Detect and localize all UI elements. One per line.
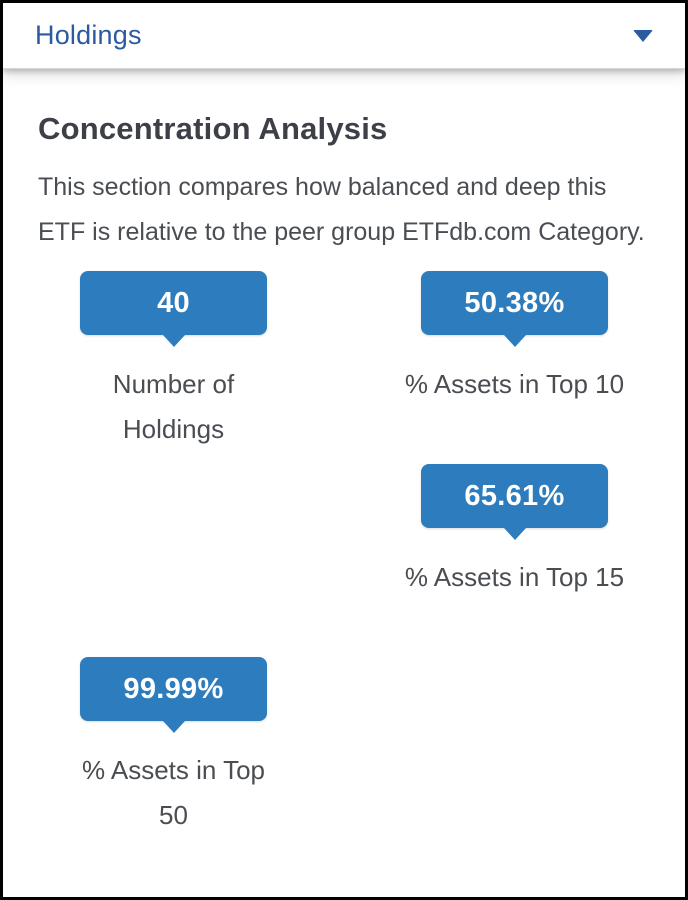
- concentration-analysis-section: Concentration Analysis This section comp…: [3, 111, 685, 850]
- stat-label: % Assets in Top 50: [81, 755, 266, 830]
- chevron-down-icon[interactable]: [633, 29, 653, 42]
- stat-value-badge: 65.61%: [421, 464, 608, 528]
- stat-label: Number of Holdings: [112, 369, 235, 444]
- stat-value: 65.61%: [464, 479, 565, 512]
- stat-card-assets-top-15: 65.61% % Assets in Top 15: [344, 464, 685, 657]
- stat-card-assets-top-50: 99.99% % Assets in Top 50: [3, 657, 344, 850]
- stat-value: 50.38%: [464, 286, 565, 319]
- stat-value-badge: 99.99%: [80, 657, 267, 721]
- stat-label: % Assets in Top 15: [404, 562, 625, 592]
- stat-value-badge: 50.38%: [421, 271, 608, 335]
- holdings-header-label: Holdings: [35, 20, 142, 50]
- stat-value: 40: [157, 286, 190, 319]
- section-description: This section compares how balanced and d…: [38, 173, 645, 246]
- section-title: Concentration Analysis: [38, 111, 388, 146]
- stat-value: 99.99%: [123, 672, 224, 705]
- holdings-section-header[interactable]: Holdings: [3, 3, 685, 69]
- stat-card-assets-top-10: 50.38% % Assets in Top 10: [344, 271, 685, 464]
- concentration-stats-grid: 40 Number of Holdings 50.38% % Assets in…: [3, 271, 685, 850]
- stat-label: % Assets in Top 10: [404, 369, 625, 399]
- stat-value-badge: 40: [80, 271, 267, 335]
- stat-card-number-of-holdings: 40 Number of Holdings: [3, 271, 344, 464]
